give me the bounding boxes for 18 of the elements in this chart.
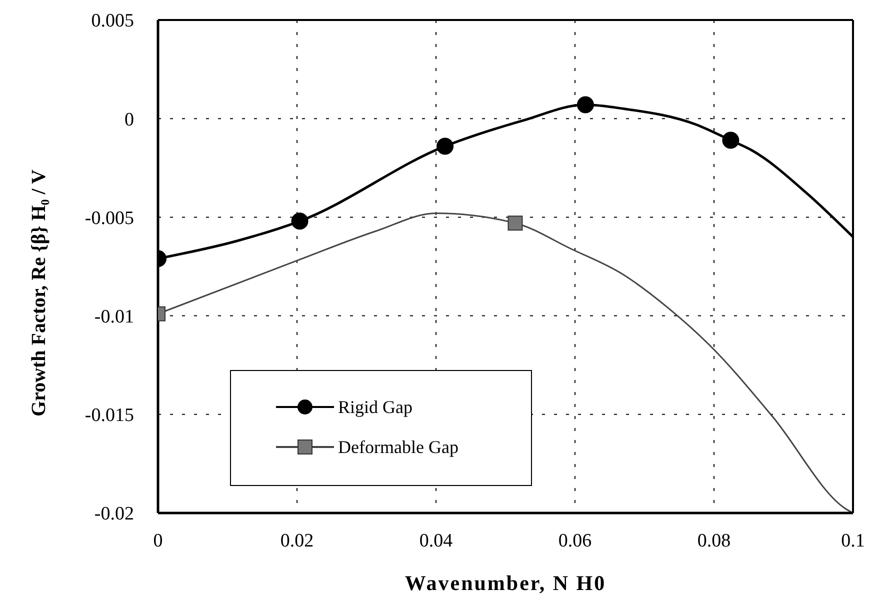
x-tick-label: 0.04 [419,530,454,552]
y-tick-label: 0.005 [91,10,134,32]
y-tick-label: 0 [124,109,134,130]
x-tick-label: 0.08 [697,530,731,552]
legend-label: Rigid Gap [338,396,412,418]
x-axis-title: Wavenumber, N H0 [404,571,606,595]
point [576,96,594,114]
y-tick-label: -0.015 [84,405,134,426]
y-axis-title: Growth Factor, Re {β} H₀ / V [28,169,50,416]
x-tick-label: 0 [153,530,163,552]
y-tick-label: -0.02 [94,504,134,525]
x-tick-label: 0.06 [558,530,592,552]
y-tick-label: -0.005 [84,208,134,229]
x-tick-label: 0.02 [280,530,314,552]
legend-label: Deformable Gap [338,436,458,458]
y-tick-label: -0.01 [94,306,134,328]
point [436,138,454,155]
x-tick-label: 0.1 [841,530,865,552]
